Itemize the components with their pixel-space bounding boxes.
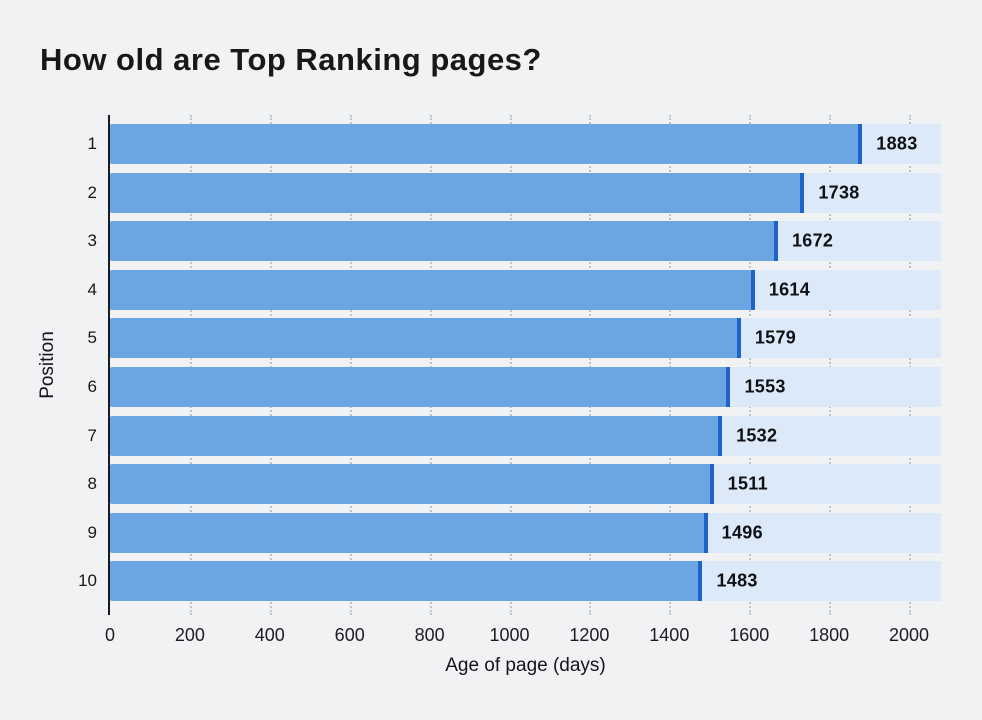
bar-fill [110, 366, 731, 407]
y-tick-label: 6 [87, 376, 97, 396]
bar-value-label: 1614 [768, 279, 811, 300]
bar-row: 10 1483 [78, 561, 941, 602]
x-tick-label: 1000 [489, 625, 530, 645]
y-tick-label: 5 [87, 328, 97, 348]
x-tick-label: 600 [334, 625, 365, 645]
x-tick-label: 800 [414, 625, 445, 645]
bar-value-label: 1738 [818, 182, 860, 203]
bar-rows: 1 1883 2 1738 3 1672 4 1614 5 1579 6 1553 7 1532 8 1511… [78, 124, 941, 602]
bar-row: 1 1883 [88, 124, 941, 164]
bar-row: 7 1532 [88, 415, 941, 456]
bar-value-label: 1553 [744, 376, 786, 397]
bar-fill [110, 269, 755, 310]
y-tick-label: 2 [87, 182, 97, 202]
y-tick-label: 3 [87, 231, 97, 251]
bar-row: 6 1553 [88, 366, 941, 407]
bar-row: 2 1738 [88, 172, 941, 213]
x-tick-label: 400 [254, 625, 285, 645]
bar-row: 5 1579 [88, 318, 941, 359]
bar-value-label: 1672 [791, 230, 834, 251]
bar-value-label: 1496 [721, 522, 763, 543]
x-tick-label: 1600 [729, 625, 770, 645]
x-tick-label: 2000 [889, 625, 930, 645]
bar-fill [110, 221, 778, 262]
y-tick-label: 4 [87, 279, 97, 299]
y-tick-label: 9 [87, 522, 97, 542]
y-tick-label: 7 [87, 425, 97, 445]
bar-fill [110, 512, 708, 553]
x-tick-label: 200 [174, 625, 205, 645]
bar-value-label: 1511 [727, 473, 768, 494]
x-tick-label: 1200 [569, 625, 610, 645]
bar-value-label: 1883 [876, 133, 918, 154]
y-axis-title: Position [37, 331, 58, 399]
y-axis-line [108, 115, 110, 615]
y-tick-label: 8 [87, 474, 97, 494]
x-tick-label: 1400 [649, 625, 690, 645]
bar-row: 4 1614 [88, 269, 941, 310]
x-tick-label: 1800 [809, 625, 850, 645]
x-axis-title: Age of page (days) [445, 655, 606, 676]
x-tick-label: 0 [104, 625, 116, 645]
y-tick-label: 1 [87, 134, 97, 153]
plot-area: 1 1883 2 1738 3 1672 4 1614 5 1579 6 1553 7 1532 8 1511… [78, 115, 941, 645]
bar-row: 8 1511 [88, 464, 941, 505]
bar-fill [110, 124, 863, 164]
bar-row: 3 1672 [88, 221, 941, 262]
bar-fill [110, 464, 714, 505]
bar-value-label: 1579 [754, 327, 797, 348]
bar-fill [110, 415, 723, 456]
bar-fill [110, 318, 741, 359]
bar-fill [110, 172, 805, 213]
bar-row: 9 1496 [88, 512, 941, 553]
bar-value-label: 1483 [716, 570, 758, 591]
chart-title: How old are Top Ranking pages? [40, 42, 542, 77]
bar-fill [110, 561, 703, 602]
y-tick-label: 10 [78, 571, 97, 591]
bar-value-label: 1532 [736, 425, 778, 446]
